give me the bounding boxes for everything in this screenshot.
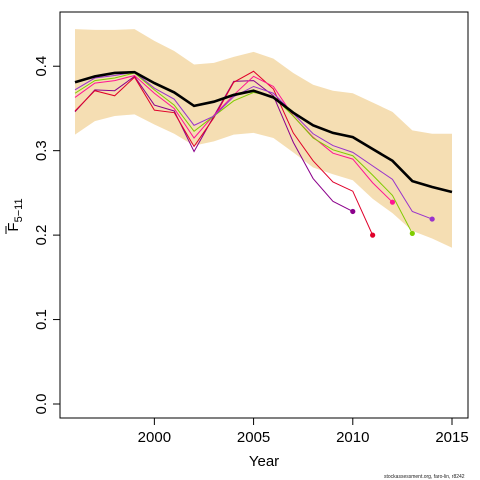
main-series-layer (74, 70, 453, 194)
x-tick-label-2010: 2010 (336, 429, 369, 446)
credit-text: stockassessment.org, faro-lin, r8242 (384, 474, 465, 480)
y-axis-title-sub: 5−11 (13, 198, 25, 222)
y-tick-label-2: 0.2 (33, 225, 50, 246)
axes-layer: 2000 2005 2010 2015 0.0 0.1 0.2 0.3 0.4 (33, 56, 469, 446)
x-tick-label-2015: 2015 (435, 429, 468, 446)
retro-series-endpoint-5 (429, 216, 435, 222)
svg-text:F5−11: F5−11 (5, 198, 25, 231)
confidence-band-layer (75, 29, 452, 248)
y-axis-title: F5−11 (5, 198, 25, 234)
retro-series-endpoint-2 (370, 232, 376, 238)
retro-series-line-2 (74, 70, 374, 236)
confidence-band (75, 29, 452, 248)
retro-series-endpoint-1 (350, 208, 356, 215)
plot-frame (59, 11, 469, 419)
y-tick-label-3: 0.3 (33, 140, 50, 161)
retro-series-endpoint-4 (409, 230, 415, 237)
x-tick-label-2000: 2000 (138, 429, 171, 446)
retro-series-layer (74, 70, 435, 238)
x-tick-label-2005: 2005 (237, 429, 270, 446)
retro-series-line-4 (74, 72, 413, 234)
main-series-line (74, 70, 453, 194)
y-axis-title-main: F (5, 222, 22, 231)
y-tick-label-4: 0.4 (33, 56, 50, 77)
x-axis-title: Year (249, 453, 279, 470)
retro-series-endpoint-3 (389, 199, 396, 205)
y-tick-label-0: 0.0 (33, 394, 50, 415)
y-tick-label-1: 0.1 (33, 309, 50, 330)
